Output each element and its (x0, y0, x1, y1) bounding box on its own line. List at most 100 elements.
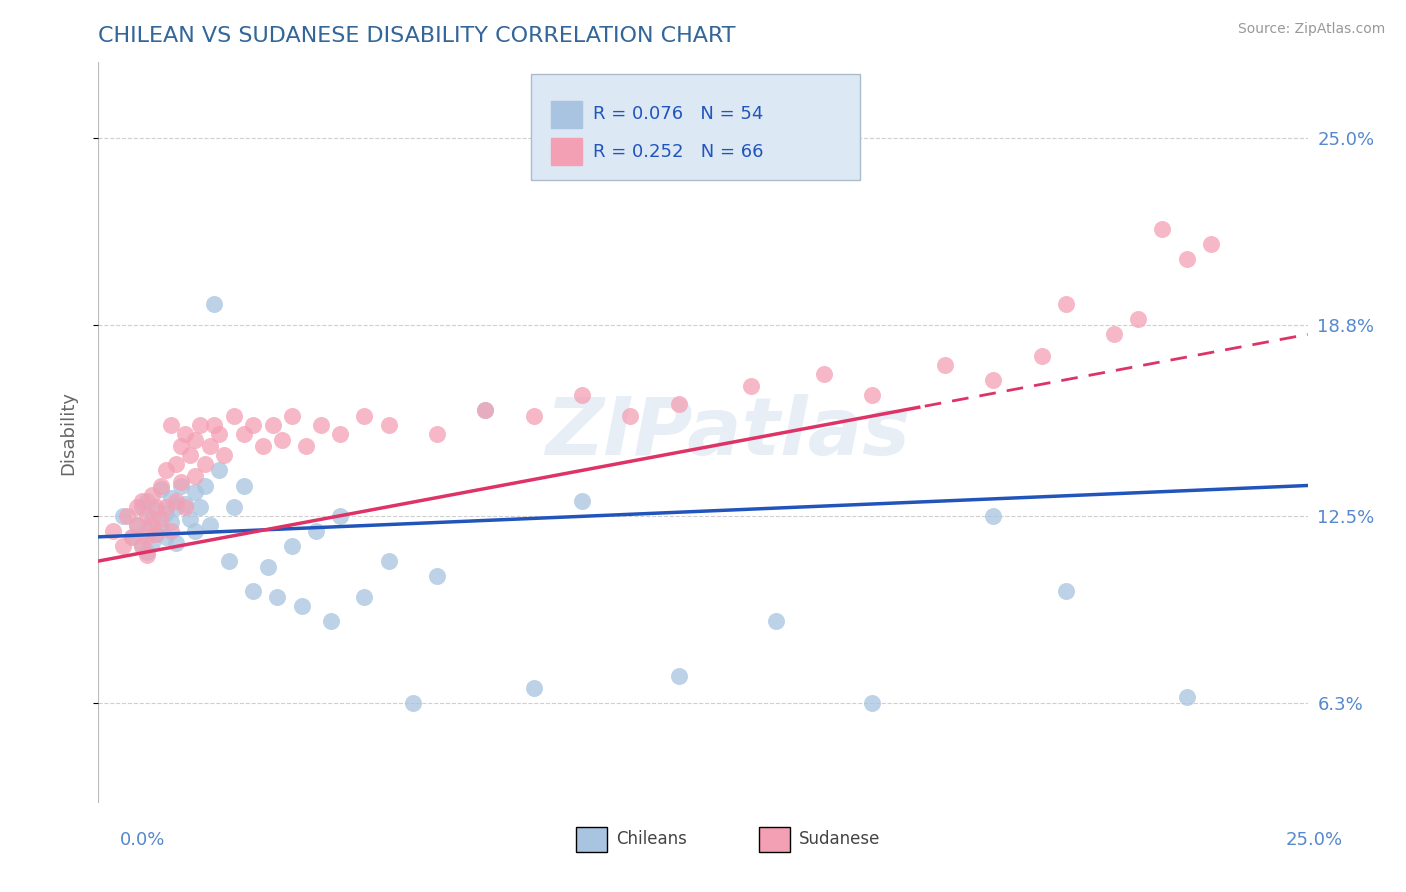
Point (141, 536, 163, 550)
Point (141, 487, 163, 501)
Point (135, 508, 157, 523)
Point (150, 512, 173, 526)
Point (111, 539, 134, 553)
Point (165, 500, 187, 514)
Point (353, 409, 375, 423)
Point (242, 584, 264, 599)
Point (131, 539, 153, 553)
Point (281, 539, 304, 553)
Point (377, 418, 399, 433)
Point (131, 539, 153, 553)
Point (155, 530, 177, 544)
Point (141, 517, 163, 532)
Point (135, 530, 157, 544)
Point (131, 500, 153, 514)
Point (135, 493, 157, 508)
Point (188, 500, 211, 514)
Point (934, 358, 956, 372)
Point (208, 463, 231, 477)
Point (111, 508, 134, 523)
Point (329, 508, 352, 523)
Point (150, 482, 173, 496)
Point (131, 493, 153, 508)
Point (1152, 221, 1174, 235)
Point (160, 418, 183, 433)
Point (212, 448, 235, 462)
Point (740, 378, 762, 392)
Point (150, 478, 173, 492)
Point (174, 427, 197, 442)
Point (155, 500, 177, 514)
Point (1175, 252, 1198, 266)
Point (813, 367, 835, 381)
Point (523, 409, 546, 423)
Point (981, 373, 1004, 387)
Text: ZIPatlas: ZIPatlas (544, 393, 910, 472)
Point (135, 545, 157, 559)
Text: Source: ZipAtlas.com: Source: ZipAtlas.com (1237, 22, 1385, 37)
Point (194, 458, 217, 472)
Point (474, 403, 496, 417)
Point (1128, 312, 1150, 326)
Point (1031, 349, 1053, 363)
Point (179, 512, 201, 526)
Point (981, 508, 1004, 523)
Point (262, 418, 284, 433)
Point (1054, 297, 1077, 311)
Point (169, 475, 191, 490)
Point (135, 548, 157, 562)
Text: 25.0%: 25.0% (1285, 831, 1343, 849)
Point (135, 524, 157, 538)
Point (160, 491, 183, 505)
Point (266, 591, 288, 605)
Point (121, 530, 143, 544)
Point (765, 615, 787, 629)
Point (184, 433, 207, 447)
Point (198, 517, 221, 532)
Text: R = 0.076   N = 54: R = 0.076 N = 54 (593, 105, 763, 123)
Point (222, 409, 245, 423)
Point (1054, 584, 1077, 599)
Point (184, 524, 207, 538)
Point (619, 409, 641, 423)
Point (145, 500, 167, 514)
Point (117, 508, 139, 523)
Point (155, 463, 177, 477)
Point (252, 439, 274, 453)
Point (571, 493, 593, 508)
Point (165, 493, 187, 508)
Point (353, 591, 375, 605)
Point (160, 524, 183, 538)
Point (165, 536, 187, 550)
Point (155, 506, 177, 520)
Point (101, 524, 124, 538)
Point (204, 418, 226, 433)
Point (179, 448, 201, 462)
Point (208, 427, 231, 442)
Point (198, 439, 221, 453)
Point (150, 521, 173, 535)
Point (256, 560, 278, 574)
Point (141, 512, 163, 526)
Point (204, 297, 226, 311)
Point (242, 418, 264, 433)
Text: Sudanese: Sudanese (799, 830, 880, 848)
Point (668, 397, 690, 411)
Point (165, 458, 187, 472)
Point (145, 526, 167, 541)
Point (194, 478, 217, 492)
Point (127, 517, 149, 532)
Point (426, 427, 449, 442)
Point (329, 427, 352, 442)
Point (426, 569, 449, 583)
Point (309, 418, 332, 433)
Point (860, 696, 883, 710)
Point (668, 669, 690, 683)
Point (474, 403, 496, 417)
Text: Chileans: Chileans (616, 830, 686, 848)
Point (222, 500, 245, 514)
Point (127, 500, 149, 514)
Point (145, 526, 167, 541)
Point (188, 418, 211, 433)
Point (169, 439, 191, 453)
